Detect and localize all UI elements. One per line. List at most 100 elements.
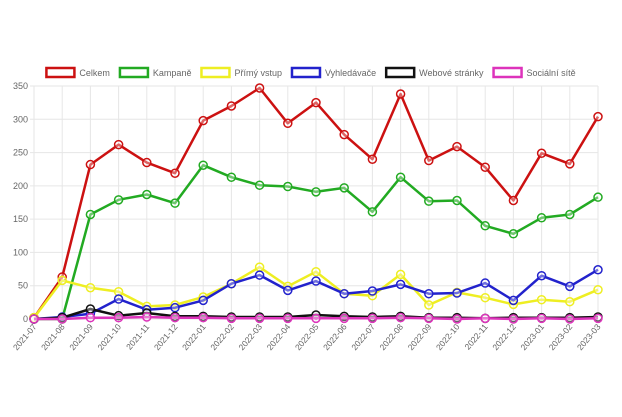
data-point [452, 314, 462, 324]
data-point [508, 195, 519, 206]
data-point [480, 313, 490, 324]
x-tick-label: 2022-12 [490, 322, 518, 353]
data-point [254, 262, 265, 272]
y-tick-label: 0 [23, 314, 28, 324]
legend-label: Přímý vstup [234, 68, 282, 78]
grid [30, 85, 599, 323]
y-tick-label: 50 [18, 281, 28, 291]
data-point [170, 198, 180, 208]
legend-label: Celkem [79, 68, 110, 78]
data-point [85, 312, 96, 323]
data-point [367, 207, 378, 217]
data-point [480, 221, 490, 231]
data-point [593, 111, 603, 122]
data-point [480, 292, 490, 303]
series-line [32, 86, 600, 319]
x-tick-label: 2022-02 [208, 322, 236, 353]
data-point [339, 288, 349, 299]
data-point [339, 129, 349, 140]
data-point [367, 154, 378, 164]
data-point [113, 294, 124, 304]
legend-label: Webové stránky [419, 68, 484, 78]
x-tick-label: 2023-01 [518, 322, 546, 353]
x-tick-label: 2021-09 [67, 322, 95, 353]
data-point [339, 313, 349, 324]
data-point [170, 168, 180, 178]
data-point [311, 313, 321, 324]
data-point [283, 313, 293, 324]
data-point [480, 162, 490, 172]
data-point [198, 312, 208, 323]
data-point [311, 187, 321, 197]
data-point [565, 296, 575, 307]
legend-swatch [290, 66, 322, 79]
data-point [508, 314, 519, 324]
x-tick-label: 2022-07 [349, 322, 377, 353]
legend-swatch [200, 66, 231, 79]
legend-swatch [492, 66, 523, 79]
data-point [254, 270, 265, 280]
data-point [254, 83, 265, 93]
data-point [283, 181, 293, 192]
data-point [283, 118, 293, 129]
data-point [226, 278, 237, 289]
data-point [142, 157, 152, 168]
data-point [85, 304, 96, 314]
y-tick-label: 200 [13, 181, 28, 191]
legend-label: Vyhledávače [325, 68, 376, 78]
data-point [170, 302, 180, 313]
data-point [395, 279, 406, 290]
legend: Celkem Kampaně Přímý vstup Vyhledávače Webov… [45, 66, 576, 79]
x-tick-label: 2023-03 [575, 322, 603, 353]
data-point [593, 264, 603, 275]
data-point [142, 312, 152, 322]
data-point [85, 282, 96, 293]
legend-label: Sociální sítě [527, 68, 576, 78]
data-point [424, 196, 434, 206]
x-tick-label: 2022-11 [462, 322, 489, 352]
data-point [226, 101, 237, 111]
data-point [198, 295, 208, 306]
series-line [33, 268, 599, 321]
x-tick-label: 2022-08 [377, 322, 405, 353]
x-tick-label: 2022-06 [321, 322, 349, 353]
y-tick-label: 300 [13, 114, 28, 124]
data-point [424, 313, 434, 324]
data-point [395, 172, 406, 182]
series-line [33, 265, 599, 319]
data-point [113, 195, 124, 205]
data-point [85, 159, 96, 170]
series-0 [29, 83, 603, 323]
data-point [593, 192, 603, 202]
legend-item: Kampaně [118, 66, 191, 79]
x-tick-label: 2021-11 [124, 322, 151, 352]
data-point [311, 97, 321, 108]
data-point [593, 284, 603, 295]
x-tick-label: 2021-12 [152, 322, 180, 353]
data-point [367, 313, 378, 324]
data-point [226, 313, 237, 324]
series-5 [29, 312, 603, 324]
legend-swatch [384, 66, 416, 79]
data-point [395, 312, 406, 323]
data-point [254, 313, 265, 324]
legend-item: Sociální sítě [492, 66, 576, 79]
data-point [311, 276, 321, 286]
data-point [452, 195, 462, 206]
data-point [367, 286, 378, 296]
legend-swatch [45, 66, 76, 79]
x-tick-label: 2021-08 [39, 322, 67, 353]
data-point [565, 159, 575, 169]
data-point [424, 155, 434, 166]
data-point [198, 115, 208, 126]
data-point [565, 314, 575, 324]
series-3 [29, 264, 603, 324]
data-point [339, 183, 349, 193]
x-tick-label: 2023-02 [547, 322, 575, 353]
x-tick-label: 2022-10 [434, 322, 462, 353]
data-point [452, 141, 462, 152]
data-point [254, 180, 265, 190]
data-point [57, 314, 67, 324]
data-point [480, 278, 490, 288]
